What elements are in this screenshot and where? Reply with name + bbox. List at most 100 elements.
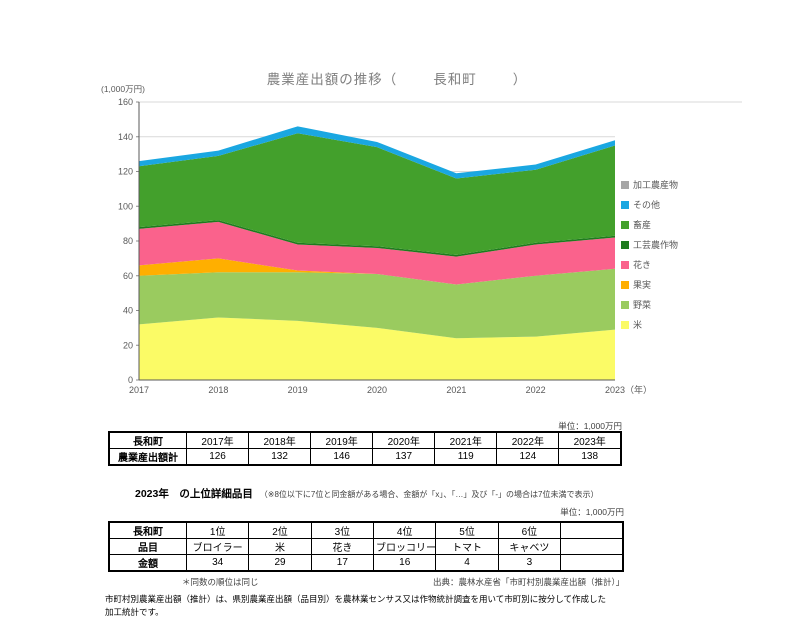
year-header-cell: 2021年 xyxy=(434,431,498,449)
y-tick-label: 0 xyxy=(128,375,133,385)
year-header-cell: 2022年 xyxy=(496,431,560,449)
legend-swatch xyxy=(621,240,629,249)
legend-label: 畜産 xyxy=(633,220,652,230)
table-row: 長和町 2017年 2018年 2019年 2020年 2021年 2022年 2023年 xyxy=(108,431,622,449)
table-row: 品目 ブロイラー米花き ブロッコリー トマト キャベツ xyxy=(108,538,624,555)
town-name: 長和町 xyxy=(433,72,477,87)
rank-value-cell: 29 xyxy=(248,554,312,572)
total-value-cell: 138 xyxy=(558,448,622,466)
table-corner-cell: 長和町 xyxy=(108,431,187,449)
legend-item: 加工農産物 xyxy=(621,178,678,191)
rank-value-cell: 34 xyxy=(185,554,250,572)
rank-header-cell: 6位 xyxy=(497,521,562,539)
x-tick-label: 2022 xyxy=(526,385,546,395)
x-tick-label: 2018 xyxy=(208,385,228,395)
y-tick-label: 20 xyxy=(123,340,133,350)
y-tick-label: 160 xyxy=(118,97,133,107)
row-label-cell: 農業産出額計 xyxy=(108,448,187,466)
y-tick-label: 140 xyxy=(118,132,133,142)
table1-unit-label: 単位：1,000万円 xyxy=(558,421,622,431)
y-tick-label: 100 xyxy=(118,201,133,211)
year-header-cell: 2018年 xyxy=(248,431,312,449)
legend-label: 野菜 xyxy=(633,300,652,310)
x-axis-suffix-label: （年） xyxy=(625,384,652,395)
chart-title: 農業産出額の推移（ 長和町 ） xyxy=(0,68,794,88)
row-label-cell: 金額 xyxy=(108,554,187,572)
stacked-area-chart: 0 20 40 60 80 100 120 140 160 2017 2018 2019 2020 202… xyxy=(118,97,742,395)
y-tick-label: 120 xyxy=(118,167,133,177)
rank-value-cell xyxy=(560,554,624,572)
rank-value-cell: ブロッコリー xyxy=(373,538,437,555)
legend-swatch xyxy=(621,280,629,289)
total-value-cell: 119 xyxy=(434,448,498,466)
legend-label: 花き xyxy=(633,260,652,270)
year-header-cell: 2017年 xyxy=(185,431,250,449)
rank-header-cell: 2位 xyxy=(248,521,312,539)
rank-value-cell: 3 xyxy=(497,554,562,572)
year-header-cell: 2019年 xyxy=(310,431,374,449)
chart-legend: 加工農産物その他畜産工芸農作物花き果実野菜米 xyxy=(621,178,678,331)
rank-value-cell: 17 xyxy=(310,554,375,572)
footer-note-line2: 加工統計です。 xyxy=(105,606,164,617)
x-tick-label: 2019 xyxy=(288,385,308,395)
x-tick-label: 2017 xyxy=(129,385,149,395)
rank-value-cell: キャベツ xyxy=(497,538,562,555)
chart-title-suffix: ） xyxy=(512,72,528,87)
legend-label: その他 xyxy=(633,200,661,210)
legend-item: 工芸農作物 xyxy=(621,238,678,251)
legend-item: 花き xyxy=(621,258,678,271)
legend-item: 果実 xyxy=(621,278,678,291)
y-tick-label: 80 xyxy=(123,236,133,246)
rank-value-cell xyxy=(560,538,624,555)
legend-item: 畜産 xyxy=(621,218,678,231)
y-tick-label: 60 xyxy=(123,271,133,281)
legend-swatch xyxy=(621,320,629,329)
footer-note-line1: 市町村別農業産出額（推計）は、県別農業産出額（品目別）を農林業センサス又は作物統… xyxy=(105,594,606,604)
x-tick-label: 2023 xyxy=(605,385,625,395)
footer-note: 市町村別農業産出額（推計）は、県別農業産出額（品目別）を農林業センサス又は作物統… xyxy=(105,593,606,619)
legend-swatch xyxy=(621,200,629,209)
rank-header-cell: 1位 xyxy=(185,521,250,539)
series-area-1 xyxy=(139,268,615,339)
series-area-0 xyxy=(139,317,615,380)
rank-value-cell: 4 xyxy=(435,554,499,572)
x-tick-label: 2020 xyxy=(367,385,387,395)
legend-label: 果実 xyxy=(633,280,652,290)
chart-title-prefix: 農業産出額の推移（ xyxy=(266,72,398,87)
legend-label: 加工農産物 xyxy=(633,180,679,190)
section2-title: 2023年 の上位詳細品目 （※8位以下に7位と同金額がある場合、金額が「x」、… xyxy=(135,486,599,501)
rank-value-cell: ブロイラー xyxy=(185,538,250,555)
rank-value-cell: 花き xyxy=(310,538,375,555)
total-value-cell: 126 xyxy=(185,448,250,466)
rank-header-cell: 4位 xyxy=(373,521,437,539)
top-items-table: 長和町 1位 2位 3位 4位 5位 6位 品目 ブロイラー米花き ブロッコリー トマト キャベツ 金額… xyxy=(108,521,624,572)
series-area-6 xyxy=(139,126,615,179)
x-tick-label: 2021 xyxy=(446,385,466,395)
year-header-cell: 2020年 xyxy=(372,431,436,449)
series-area-4 xyxy=(139,220,615,257)
series-area-2 xyxy=(139,258,615,285)
year-header-cell: 2023年 xyxy=(558,431,622,449)
legend-label: 米 xyxy=(633,320,643,330)
annual-output-table: 長和町 2017年 2018年 2019年 2020年 2021年 2022年 2023年 農業… xyxy=(108,431,622,466)
table-corner-cell: 長和町 xyxy=(108,521,187,539)
rank-header-cell: 5位 xyxy=(435,521,499,539)
legend-swatch xyxy=(621,260,629,269)
total-value-cell: 132 xyxy=(248,448,312,466)
legend-item: 野菜 xyxy=(621,298,678,311)
rank-header-cell xyxy=(560,521,624,539)
table-row: 長和町 1位 2位 3位 4位 5位 6位 xyxy=(108,521,624,539)
y-axis-unit-label: (1,000万円) xyxy=(101,84,145,94)
total-value-cell: 146 xyxy=(310,448,374,466)
total-value-cell: 124 xyxy=(496,448,560,466)
legend-item: その他 xyxy=(621,198,678,211)
rank-value-cell: 16 xyxy=(373,554,437,572)
series-area-5 xyxy=(139,133,615,255)
rank-header-cell: 3位 xyxy=(310,521,375,539)
series-area-3 xyxy=(139,221,615,285)
tie-note: ＊同数の順位は同じ xyxy=(182,577,259,587)
section2-title-text: 2023年 の上位詳細品目 xyxy=(135,488,253,500)
rank-value-cell: 米 xyxy=(248,538,312,555)
legend-label: 工芸農作物 xyxy=(633,240,679,250)
